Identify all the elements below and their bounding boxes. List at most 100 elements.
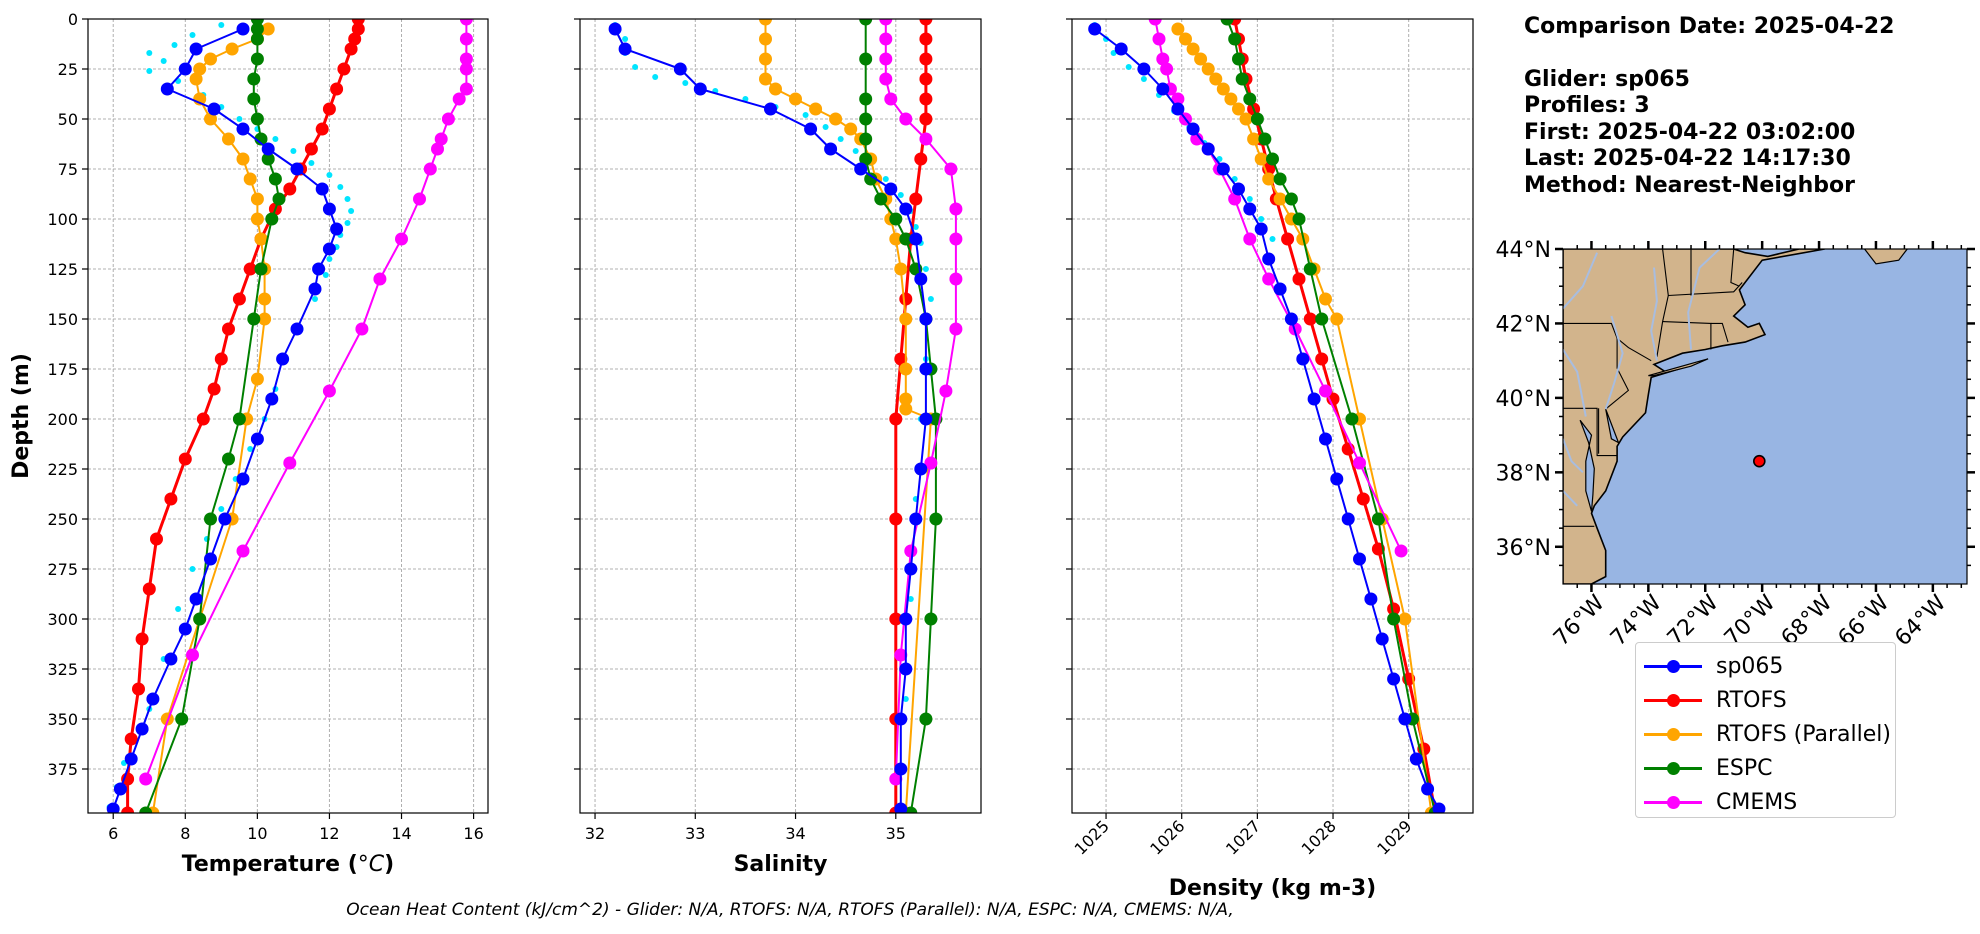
- data-point: [904, 806, 918, 813]
- series-sp065: [608, 22, 933, 813]
- series-rtofs: [889, 19, 933, 813]
- data-point: [884, 182, 898, 196]
- data-point: [759, 19, 772, 26]
- data-point: [247, 72, 261, 86]
- data-point: [315, 182, 329, 196]
- y-tick-label: 150: [47, 310, 78, 329]
- data-point: [1137, 62, 1151, 76]
- data-point: [1353, 552, 1366, 566]
- data-point: [459, 32, 473, 46]
- y-tick-label: 200: [47, 410, 78, 429]
- data-point: [322, 102, 336, 116]
- data-point: [276, 352, 290, 366]
- data-point: [1398, 612, 1412, 626]
- data-point: [1216, 162, 1230, 176]
- long-island: [1648, 358, 1709, 377]
- data-point: [889, 232, 903, 246]
- density-panel: 1025 1026 1027 1028 1029 Density (kg m-3): [1066, 18, 1474, 901]
- data-point: [459, 62, 473, 76]
- data-point: [322, 202, 336, 216]
- data-point: [204, 112, 217, 126]
- data-point: [1220, 19, 1234, 26]
- x-tick-label: 12: [319, 824, 339, 843]
- data-point: [322, 384, 336, 398]
- data-point: [673, 62, 687, 76]
- data-point: [899, 312, 913, 326]
- data-point: [1216, 82, 1230, 96]
- data-point: [1262, 272, 1276, 286]
- data-point: [919, 52, 933, 66]
- data-point: [859, 19, 873, 26]
- x-axis-label: Salinity: [734, 852, 828, 877]
- data-point: [135, 722, 149, 736]
- data-point: [312, 262, 326, 276]
- method: Method: Nearest-Neighbor: [1524, 172, 1855, 198]
- plot-area: [608, 19, 963, 813]
- data-point: [150, 532, 163, 546]
- data-point: [1375, 632, 1389, 646]
- data-point: [652, 74, 659, 80]
- data-point: [247, 312, 261, 326]
- data-point: [1387, 602, 1401, 616]
- series-rtofs-parallel: [759, 19, 938, 813]
- y-tick-label: 25: [58, 60, 78, 79]
- data-point: [189, 32, 196, 38]
- series-sp065: [106, 22, 344, 813]
- data-point: [124, 752, 138, 766]
- axes-frame: [87, 18, 489, 814]
- river: [1563, 490, 1578, 507]
- data-point: [1432, 802, 1446, 813]
- data-point: [423, 162, 437, 176]
- river: [1687, 249, 1721, 350]
- data-point: [146, 692, 160, 706]
- legend-label: RTOFS (Parallel): [1716, 721, 1891, 747]
- first-time: First: 2025-04-22 03:02:00: [1524, 119, 1856, 145]
- data-point: [1201, 62, 1215, 76]
- data-point: [693, 82, 707, 96]
- data-point: [1364, 592, 1378, 606]
- x-tick-label: 14: [391, 824, 411, 843]
- data-point: [859, 52, 873, 66]
- y-tick-label: 375: [47, 760, 78, 779]
- x-axis-label: Density (kg m-3): [1169, 876, 1377, 901]
- x-tick-label: 10: [247, 824, 267, 843]
- series-cmems: [139, 19, 473, 786]
- data-point: [283, 456, 297, 470]
- data-point: [899, 362, 913, 376]
- data-point: [459, 19, 473, 26]
- salinity-panel: 32 33 34 35 Salinity: [574, 18, 982, 877]
- series-line: [144, 19, 468, 780]
- data-point: [1235, 72, 1249, 86]
- data-point: [1209, 72, 1223, 86]
- data-point: [222, 132, 235, 146]
- data-point: [164, 652, 178, 666]
- data-point: [1292, 212, 1306, 226]
- data-point: [1171, 92, 1185, 106]
- data-point: [854, 162, 868, 176]
- data-point: [919, 362, 933, 376]
- state-border: [1730, 249, 1740, 287]
- data-point: [315, 122, 329, 136]
- data-point: [1250, 112, 1264, 126]
- data-point: [250, 372, 264, 386]
- data-point: [344, 196, 351, 202]
- river: [1604, 315, 1624, 410]
- data-point: [348, 208, 355, 214]
- data-point: [859, 92, 873, 106]
- legend-label: CMEMS: [1716, 789, 1798, 815]
- data-point: [265, 392, 279, 406]
- plot-area: [1088, 19, 1446, 813]
- data-point: [1114, 42, 1128, 56]
- state-border: [1605, 338, 1630, 410]
- data-point: [290, 162, 304, 176]
- state-border: [1710, 322, 1729, 343]
- data-point: [337, 184, 344, 190]
- data-point: [322, 242, 336, 256]
- data-point: [186, 648, 199, 662]
- data-point: [879, 72, 893, 86]
- data-point: [949, 272, 963, 286]
- data-point: [254, 262, 268, 276]
- data-point: [459, 52, 473, 66]
- legend-label: RTOFS: [1716, 687, 1787, 713]
- data-point: [1156, 82, 1170, 96]
